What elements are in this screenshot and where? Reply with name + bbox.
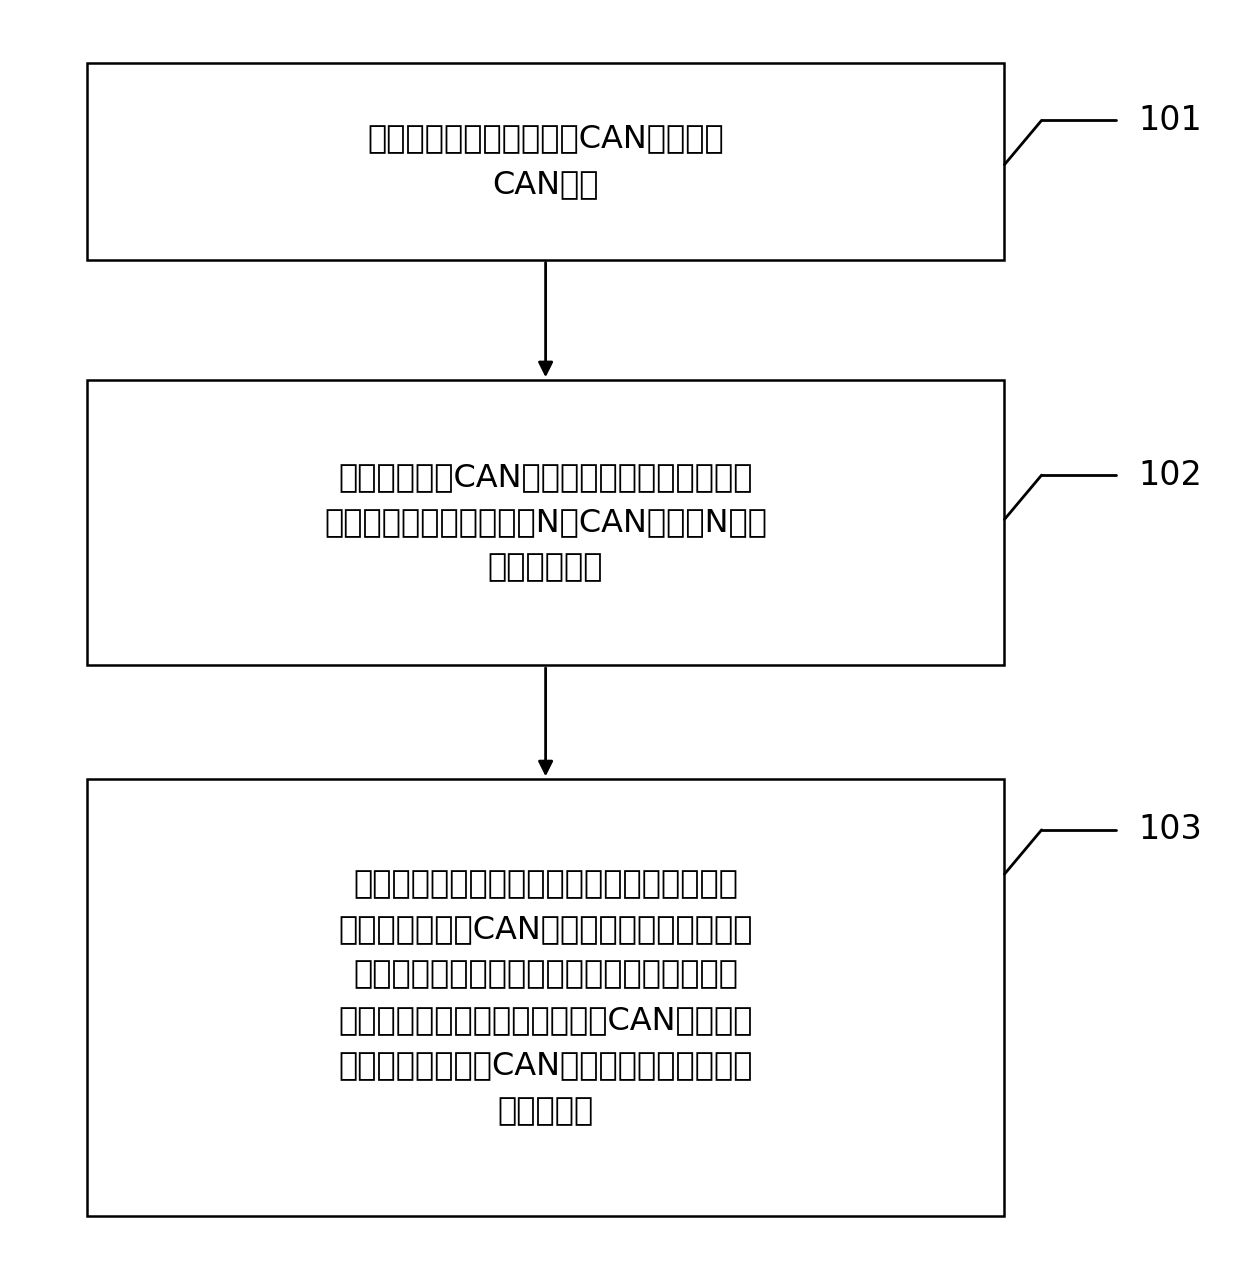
Bar bbox=[87, 779, 1004, 1216]
Bar bbox=[87, 63, 1004, 260]
Text: 103: 103 bbox=[1138, 813, 1202, 846]
Text: 101: 101 bbox=[1138, 104, 1202, 137]
Bar bbox=[87, 380, 1004, 665]
Text: 102: 102 bbox=[1138, 459, 1203, 492]
Text: 监听车辆正常运行过程中CAN总线上的
CAN报文: 监听车辆正常运行过程中CAN总线上的 CAN报文 bbox=[367, 123, 724, 200]
Text: 基于生成的报文分片以及监听到的每个报文分
片之后的下一个CAN报文训练出预测模型，以
便在进行车辆入侵检测时，利用预测模型预测
出输入的报文分片之后的下一个CA: 基于生成的报文分片以及监听到的每个报文分 片之后的下一个CAN报文训练出预测模型… bbox=[339, 869, 753, 1126]
Text: 根据监听到的CAN报文生成报文分片，每个报
文分片中分别包括连续的N个CAN报文，N为大
于一的正整数: 根据监听到的CAN报文生成报文分片，每个报 文分片中分别包括连续的N个CAN报文… bbox=[324, 461, 768, 584]
